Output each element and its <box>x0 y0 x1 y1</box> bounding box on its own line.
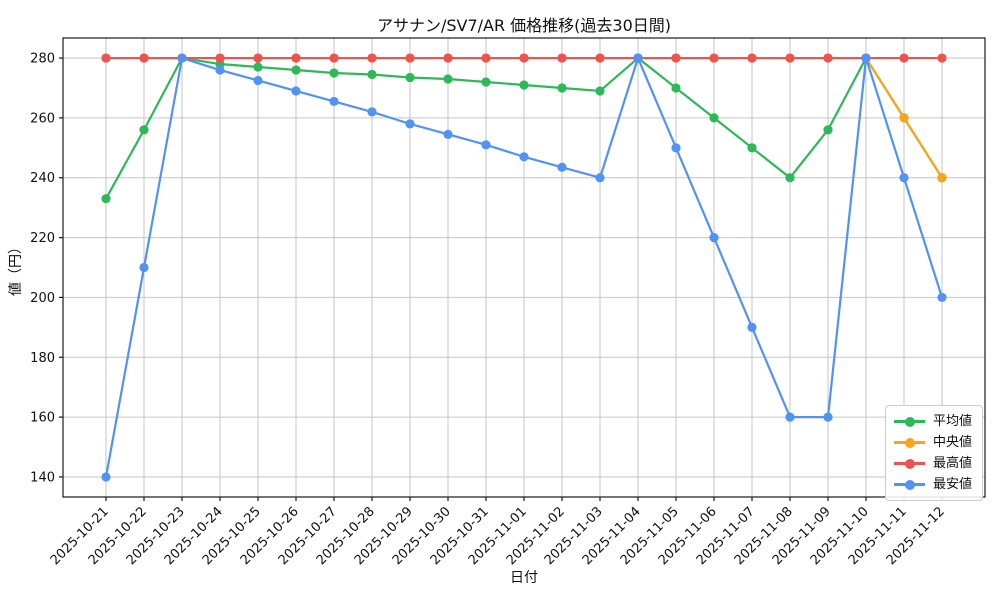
svg-text:260: 260 <box>30 111 55 126</box>
svg-text:140: 140 <box>30 470 55 485</box>
svg-text:200: 200 <box>30 291 55 306</box>
legend-label-min: 最安値 <box>933 477 973 492</box>
x-axis-ticks: 2025-10-212025-10-222025-10-232025-10-24… <box>48 497 948 568</box>
legend-swatch-min-icon <box>894 479 925 490</box>
legend-label-median: 中央値 <box>933 435 973 450</box>
x-axis-label: 日付 <box>510 570 538 586</box>
legend: 平均値 中央値 最高値 最安値 <box>885 405 984 501</box>
chart-title: アサナン/SV7/AR 価格推移(過去30日間) <box>376 16 672 35</box>
legend-item-median: 中央値 <box>894 432 972 453</box>
svg-text:280: 280 <box>30 52 55 67</box>
svg-text:240: 240 <box>30 171 55 186</box>
series-max <box>101 53 947 63</box>
legend-item-max: 最高値 <box>894 453 972 474</box>
legend-swatch-median-icon <box>894 437 925 448</box>
grid <box>63 38 985 497</box>
legend-swatch-average-icon <box>894 416 925 427</box>
svg-text:180: 180 <box>30 351 55 366</box>
y-axis-ticks: 140 160 180 200 220 240 260 280 <box>30 52 63 485</box>
svg-text:220: 220 <box>30 231 55 246</box>
legend-item-average: 平均値 <box>894 411 972 432</box>
legend-label-max: 最高値 <box>933 456 973 471</box>
legend-item-min: 最安値 <box>894 474 972 495</box>
series-min <box>101 53 947 482</box>
y-axis-label: 値（円） <box>8 240 24 296</box>
svg-text:160: 160 <box>30 411 55 426</box>
legend-label-average: 平均値 <box>933 414 973 429</box>
legend-swatch-max-icon <box>894 458 925 469</box>
